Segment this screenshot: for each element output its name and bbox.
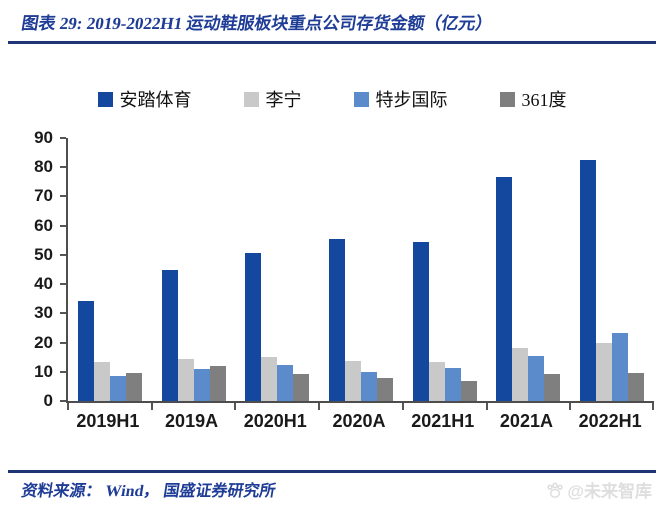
legend-label: 特步国际	[375, 90, 448, 110]
bar-李宁	[428, 361, 445, 401]
bar-361度	[628, 373, 645, 401]
bar-group-2020A	[319, 138, 403, 401]
bar-特步国际	[193, 369, 210, 401]
legend-swatch	[499, 91, 515, 107]
bar-特步国际	[612, 332, 629, 401]
bar-361度	[125, 372, 142, 401]
paw-icon	[547, 482, 564, 498]
y-tick-label: 70	[34, 186, 53, 206]
y-tick-mark	[60, 400, 66, 402]
x-axis-label: 2020A	[332, 411, 386, 431]
watermark-label: @未来智库	[567, 482, 652, 501]
bar-李宁	[596, 342, 613, 401]
legend-item: 361度	[499, 86, 567, 112]
y-tick-label: 90	[34, 128, 53, 147]
bar-361度	[544, 373, 561, 401]
y-tick-mark	[60, 341, 66, 344]
top-divider	[8, 41, 656, 44]
figure-title: 图表 29: 2019-2022H1 运动鞋服板块重点公司存货金额（亿元）	[20, 14, 494, 33]
bar-group-2021H1	[403, 138, 487, 401]
legend-label: 安踏体育	[119, 90, 192, 110]
bottom-divider	[8, 470, 656, 473]
bar-李宁	[512, 348, 529, 401]
bar-安踏体育	[412, 242, 429, 401]
y-tick-label: 50	[34, 244, 53, 264]
legend-item: 李宁	[243, 86, 302, 112]
bar-李宁	[261, 356, 278, 401]
y-tick-label: 60	[34, 215, 53, 235]
bar-特步国际	[277, 365, 294, 401]
y-tick-mark	[60, 224, 66, 227]
x-tick-mark	[401, 403, 404, 410]
y-tick-mark	[60, 370, 66, 373]
x-tick-mark	[150, 403, 153, 410]
y-tick-label: 0	[43, 391, 53, 410]
x-axis-label: 2022H1	[578, 411, 642, 431]
bar-李宁	[177, 359, 194, 401]
legend-swatch	[353, 91, 369, 107]
x-axis-label: 2021H1	[411, 411, 475, 431]
x-axis-label: 2020H1	[243, 411, 307, 431]
bar-安踏体育	[329, 239, 346, 401]
bar-安踏体育	[245, 252, 262, 401]
y-tick-mark	[60, 253, 66, 256]
y-tick-mark	[60, 312, 66, 315]
legend-label: 李宁	[265, 90, 302, 110]
x-tick-mark	[234, 403, 237, 410]
bar-361度	[209, 366, 226, 401]
bar-特步国际	[528, 355, 545, 401]
source-note: 资料来源： Wind， 国盛证券研究所	[20, 483, 277, 500]
y-tick-label: 20	[34, 332, 53, 352]
legend-swatch	[243, 91, 259, 107]
bar-李宁	[345, 360, 362, 401]
bar-group-2020H1	[235, 138, 319, 401]
x-tick-mark	[67, 403, 69, 410]
y-tick-mark	[60, 195, 66, 198]
bar-group-2022H1	[570, 138, 654, 401]
bar-特步国际	[109, 376, 126, 401]
bar-特步国际	[361, 371, 378, 401]
legend: 安踏体育 李宁 特步国际 361度	[0, 86, 664, 112]
y-tick-mark	[60, 283, 66, 286]
plot-area	[66, 138, 654, 410]
y-tick-label: 10	[34, 361, 53, 381]
bar-361度	[460, 381, 477, 401]
x-tick-mark	[485, 403, 488, 410]
bar-361度	[293, 374, 310, 401]
x-tick-mark	[652, 403, 654, 410]
y-tick-label: 80	[34, 157, 53, 177]
y-tick-label: 30	[34, 303, 53, 323]
bar-安踏体育	[496, 176, 513, 401]
bar-安踏体育	[77, 301, 94, 401]
legend-item: 安踏体育	[97, 86, 192, 112]
y-axis: 0 10 20 30 40 50 60 70 80 90	[22, 128, 66, 410]
y-tick-label: 40	[34, 274, 53, 294]
legend-swatch	[97, 91, 113, 107]
y-tick-mark	[60, 137, 66, 139]
x-axis-label: 2021A	[499, 411, 553, 431]
bar-李宁	[93, 361, 110, 401]
bar-group-2019A	[152, 138, 236, 401]
x-axis-label: 2019A	[165, 411, 219, 431]
bar-特步国际	[444, 367, 461, 401]
x-tick-mark	[569, 403, 572, 410]
x-axis-label: 2019H1	[76, 411, 140, 431]
watermark: @未来智库	[546, 477, 652, 502]
bar-group-2021A	[487, 138, 571, 401]
x-axis-labels: 2019H1 2019A 2020H1 2020A 2021H1 2021A 2022H1	[66, 411, 652, 432]
bar-安踏体育	[161, 270, 178, 401]
legend-label: 361度	[521, 90, 567, 110]
bar-361度	[377, 377, 394, 401]
bar-group-2019H1	[68, 138, 152, 401]
legend-item: 特步国际	[353, 86, 448, 112]
x-tick-mark	[318, 403, 321, 410]
y-tick-mark	[60, 166, 66, 169]
bar-安踏体育	[580, 160, 597, 401]
